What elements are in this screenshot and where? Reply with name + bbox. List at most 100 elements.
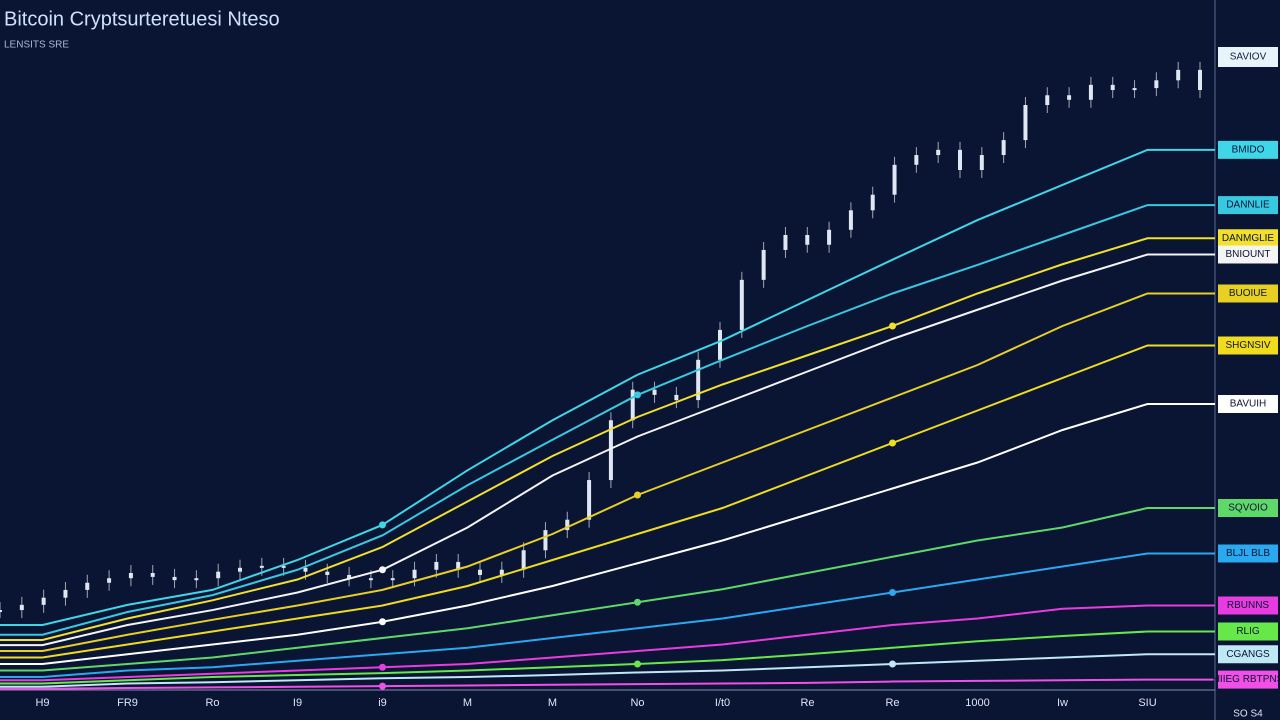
series-point bbox=[634, 391, 641, 399]
candle bbox=[412, 569, 417, 579]
legend-box bbox=[1218, 245, 1278, 264]
candle bbox=[674, 394, 679, 401]
top-label: SAVIOV bbox=[1230, 52, 1267, 63]
x-tick-label: i9 bbox=[378, 697, 387, 709]
series-point bbox=[634, 491, 641, 499]
candle bbox=[41, 597, 46, 605]
legend-label: SHGNSIV bbox=[1225, 340, 1270, 351]
x-tick-label: I/t0 bbox=[715, 697, 730, 709]
candle bbox=[1088, 84, 1093, 100]
legend-box bbox=[1218, 284, 1278, 303]
candle bbox=[325, 571, 330, 575]
series-point bbox=[889, 439, 896, 447]
candle bbox=[565, 519, 570, 531]
x-tick-label: Re bbox=[885, 697, 899, 709]
legend-label: DANMGLIE bbox=[1222, 233, 1275, 244]
series-line bbox=[0, 292, 1215, 652]
candle bbox=[478, 569, 482, 575]
chart-subtitle: LENSITS SRE bbox=[4, 40, 69, 51]
candle bbox=[19, 604, 24, 611]
candle bbox=[238, 567, 242, 572]
candle bbox=[696, 359, 701, 401]
candle bbox=[958, 149, 962, 170]
series-point bbox=[634, 598, 641, 606]
candle bbox=[914, 155, 919, 165]
candle bbox=[718, 329, 722, 360]
candle bbox=[1001, 140, 1006, 156]
series-line bbox=[0, 653, 1215, 688]
legend-box bbox=[1218, 499, 1278, 517]
candle bbox=[630, 389, 635, 421]
x-tick-label: 1000 bbox=[965, 697, 989, 709]
candle bbox=[85, 582, 90, 590]
candle bbox=[1067, 95, 1072, 100]
x-tick-label: I9 bbox=[293, 697, 302, 709]
legend-label: RBUNNS bbox=[1227, 600, 1270, 611]
series-line bbox=[0, 678, 1215, 690]
legend-box bbox=[1218, 544, 1278, 563]
candle bbox=[805, 235, 810, 245]
candle bbox=[216, 571, 221, 579]
series-line bbox=[0, 237, 1215, 641]
footer-label: SO S4 bbox=[1233, 709, 1263, 720]
legend-box bbox=[1218, 670, 1278, 689]
legend-label: DANNLIE bbox=[1226, 200, 1270, 211]
candle bbox=[1198, 69, 1202, 91]
legend-label: HIIEG RBTPNS bbox=[1213, 674, 1280, 685]
candle bbox=[1154, 80, 1159, 89]
x-tick-label: H9 bbox=[35, 697, 49, 709]
series-line bbox=[0, 204, 1215, 636]
legend-box bbox=[1218, 196, 1278, 215]
legend-label: BLJL BLB bbox=[1226, 548, 1270, 559]
candle bbox=[892, 164, 897, 195]
candle bbox=[434, 561, 439, 570]
candle bbox=[390, 578, 395, 581]
legend-box bbox=[1218, 622, 1278, 641]
x-tick-label: Iw bbox=[1057, 697, 1068, 709]
series-line bbox=[0, 403, 1215, 665]
candle bbox=[783, 235, 788, 250]
candle bbox=[1110, 84, 1115, 91]
legend-box bbox=[1218, 395, 1278, 413]
candle bbox=[1045, 95, 1050, 105]
candle bbox=[979, 155, 984, 170]
candle bbox=[194, 578, 199, 581]
candle bbox=[63, 589, 68, 598]
legend-label: RLIG bbox=[1236, 626, 1260, 637]
chart-title: Bitcoin Cryptsurteretuesi Nteso bbox=[4, 8, 280, 30]
x-tick-label: M bbox=[463, 697, 472, 709]
legend-box bbox=[1218, 645, 1278, 664]
series-point bbox=[379, 663, 386, 671]
candle bbox=[587, 480, 592, 520]
candle bbox=[259, 565, 264, 568]
x-tick-label: SIU bbox=[1138, 697, 1156, 709]
candle bbox=[521, 550, 526, 570]
series-line bbox=[0, 604, 1215, 682]
candle bbox=[608, 420, 613, 481]
candle bbox=[848, 210, 853, 230]
candle bbox=[150, 573, 155, 577]
legend-box bbox=[1218, 229, 1278, 248]
legend-label: BAVUIH bbox=[1230, 399, 1267, 410]
series-point bbox=[379, 682, 386, 690]
candle bbox=[543, 530, 548, 551]
candle bbox=[303, 567, 308, 572]
x-tick-label: No bbox=[630, 697, 644, 709]
series-point bbox=[889, 322, 896, 330]
legend-label: BNIOUNT bbox=[1226, 249, 1271, 260]
series-line bbox=[0, 148, 1215, 626]
legend-box bbox=[1218, 596, 1278, 615]
legend-label: BMIDO bbox=[1232, 144, 1265, 155]
candle bbox=[172, 576, 177, 581]
legend-box bbox=[1218, 336, 1278, 355]
candle bbox=[281, 565, 286, 568]
candle bbox=[1023, 105, 1028, 141]
series-point bbox=[379, 521, 386, 529]
series-point bbox=[379, 618, 386, 626]
candle bbox=[0, 610, 2, 613]
candle bbox=[107, 578, 112, 583]
candle bbox=[347, 574, 352, 579]
